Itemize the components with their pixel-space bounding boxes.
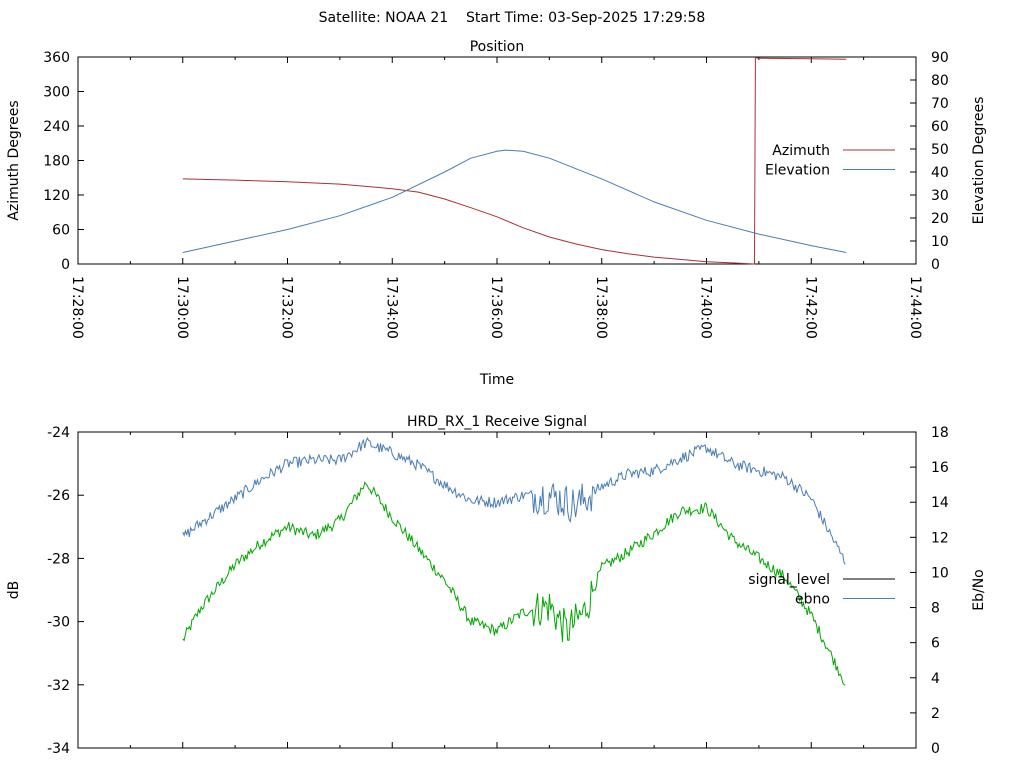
series-line-elevation [182, 149, 847, 253]
y2-tick-label: 10 [931, 234, 949, 250]
y2-tick-label: 4 [931, 671, 940, 687]
page-title: Satellite: NOAA 21 Start Time: 03-Sep-20… [319, 10, 706, 26]
y-tick-label: 240 [43, 119, 70, 135]
y2-tick-label: 18 [931, 425, 949, 441]
series-line-ebno [182, 436, 846, 565]
x-tick-label: 17:30:00 [174, 276, 190, 339]
y-axis-label: Azimuth Degrees [6, 100, 22, 220]
y2-tick-label: 20 [931, 211, 949, 227]
y2-axis-label: Elevation Degrees [971, 97, 987, 225]
y-tick-label: -34 [47, 741, 70, 757]
y-tick-label: 300 [43, 85, 70, 101]
x-tick-label: 17:34:00 [383, 276, 399, 339]
position-chart: Position 0 60 120 180 240 300 360 0 10 20 30 40 50 60 7… [6, 39, 987, 388]
y-tick-label: -26 [47, 488, 70, 504]
y2-tick-label: 70 [931, 96, 949, 112]
receive-signal-chart: HRD_RX_1 Receive Signal -24 -26 -28 -30 -32 -3… [6, 414, 987, 757]
y2-tick-label: 40 [931, 165, 949, 181]
x-tick-label: 17:32:00 [279, 276, 295, 339]
chart-title: HRD_RX_1 Receive Signal [407, 414, 587, 430]
y-tick-label: -24 [47, 425, 70, 441]
y2-tick-label: 0 [931, 257, 940, 273]
x-tick-label: 17:28:00 [69, 276, 85, 339]
y2-tick-label: 90 [931, 50, 949, 66]
series-line-signal-level [182, 481, 846, 686]
legend-label: ebno [795, 592, 830, 608]
y2-tick-label: 14 [931, 495, 949, 511]
x-tick-label: 17:42:00 [802, 276, 818, 339]
y2-tick-label: 60 [931, 119, 949, 135]
legend-label: Azimuth [772, 143, 830, 159]
y-tick-label: 180 [43, 154, 70, 170]
y2-tick-label: 6 [931, 636, 940, 652]
y-axis-label: dB [6, 581, 22, 600]
y2-tick-label: 16 [931, 460, 949, 476]
plot-frame [77, 56, 917, 265]
x-tick-label: 17:40:00 [698, 276, 714, 339]
y2-tick-label: 50 [931, 142, 949, 158]
y2-tick-label: 10 [931, 565, 949, 581]
y2-tick-label: 30 [931, 188, 949, 204]
plot-frame [77, 431, 917, 749]
y-tick-label: -28 [47, 551, 70, 567]
x-tick-label: 17:38:00 [593, 276, 609, 339]
y2-tick-label: 12 [931, 530, 949, 546]
x-axis-label: Time [479, 372, 514, 388]
y2-tick-label: 80 [931, 73, 949, 89]
legend-label: signal_level [748, 572, 830, 588]
series-line-azimuth [182, 57, 847, 265]
y-tick-label: -32 [47, 678, 70, 694]
y-tick-label: 0 [61, 257, 70, 273]
y2-axis-label: Eb/No [971, 569, 987, 611]
legend-label: Elevation [765, 163, 830, 179]
y-tick-label: -30 [47, 615, 70, 631]
y-tick-label: 120 [43, 188, 70, 204]
y-tick-label: 360 [43, 50, 70, 66]
y2-tick-label: 0 [931, 741, 940, 757]
y-tick-label: 60 [52, 223, 70, 239]
x-tick-label: 17:44:00 [907, 276, 923, 339]
y2-tick-label: 8 [931, 601, 940, 617]
x-tick-label: 17:36:00 [488, 276, 504, 339]
chart-title: Position [470, 39, 525, 55]
y2-tick-label: 2 [931, 706, 940, 722]
